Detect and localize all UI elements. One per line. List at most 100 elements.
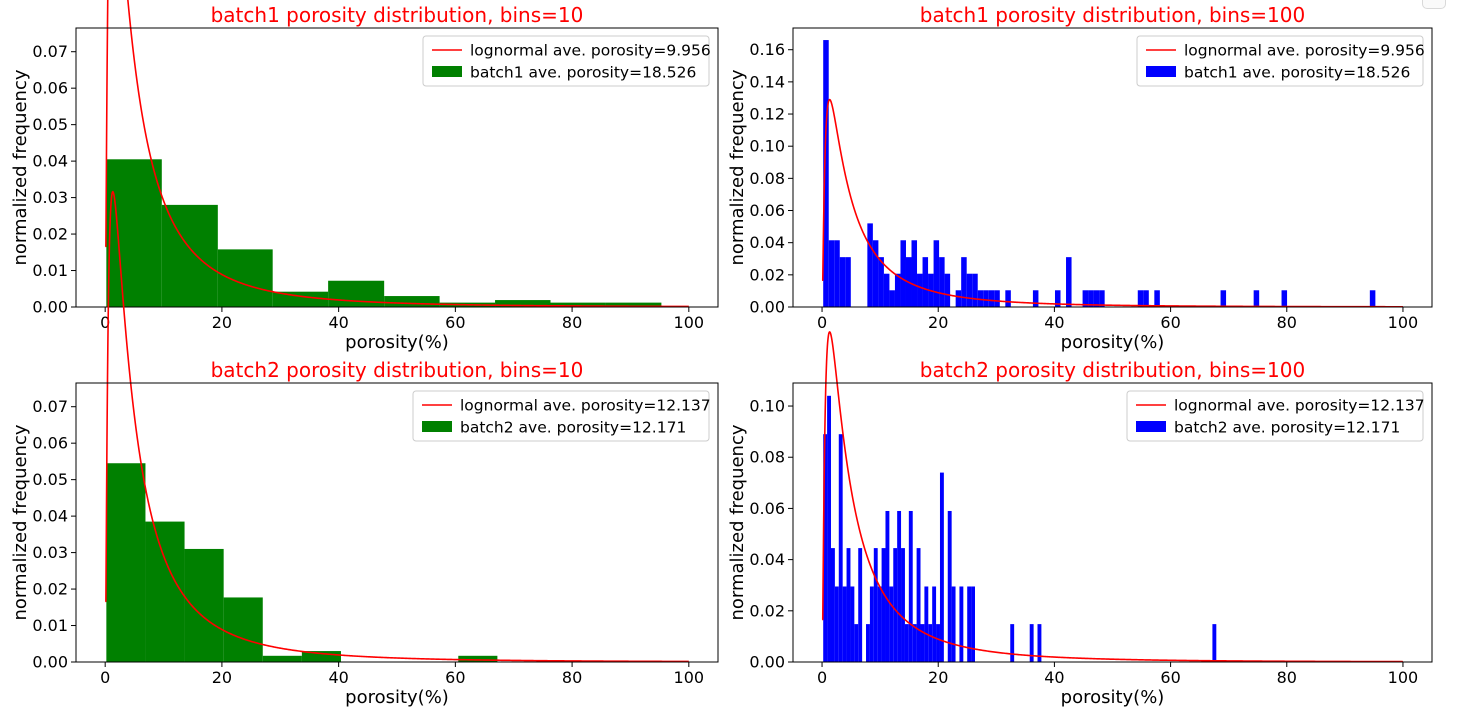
legend-bar-swatch <box>432 66 462 77</box>
y-tick-label: 0.03 <box>32 188 68 207</box>
y-tick-label: 0.07 <box>32 397 68 416</box>
histogram-bar <box>897 510 902 662</box>
x-tick-label: 80 <box>562 313 582 332</box>
histogram-bar <box>272 291 329 307</box>
axes-frame <box>792 27 1433 308</box>
histogram-bar <box>983 290 989 307</box>
y-tick-label: 0.06 <box>749 201 785 220</box>
histogram-bar <box>924 586 929 662</box>
histogram-bars <box>823 395 1217 662</box>
histogram-bar <box>550 302 606 307</box>
histogram-bar <box>106 463 146 662</box>
histogram-bar <box>967 586 972 662</box>
histogram-bar <box>1010 624 1015 662</box>
histogram-bar <box>1005 290 1011 307</box>
lognormal-curve <box>104 0 689 308</box>
legend-entry-lognormal: lognormal ave. porosity=9.956 <box>1184 42 1425 60</box>
histogram-bar <box>1220 290 1227 307</box>
legend-bar-swatch <box>422 421 452 432</box>
legend-bar-swatch <box>1146 66 1176 77</box>
x-tick-label: 80 <box>562 668 582 687</box>
histogram-bar <box>1037 624 1042 662</box>
chart-title: batch2 porosity distribution, bins=100 <box>920 358 1305 382</box>
histogram-bar <box>846 548 851 662</box>
histogram-bar <box>184 548 224 662</box>
histogram-bar <box>1093 290 1100 307</box>
y-tick-label: 0.08 <box>749 448 785 467</box>
histogram-bar <box>854 624 859 662</box>
y-tick-label: 0.04 <box>32 507 68 526</box>
histogram-bar <box>1369 290 1376 307</box>
x-tick-label: 20 <box>928 668 948 687</box>
y-tick-label: 0.04 <box>749 233 785 252</box>
histogram-bar <box>939 257 945 307</box>
legend-bar-swatch <box>1136 421 1166 432</box>
legend-box <box>1126 390 1424 442</box>
y-axis-label: normalized frequency <box>10 69 31 265</box>
y-tick-label: 0.01 <box>32 261 68 280</box>
y-tick-label: 0.10 <box>749 137 785 156</box>
histogram-bar <box>994 290 1000 307</box>
y-tick-label: 0.08 <box>749 169 785 188</box>
histogram-bar <box>961 257 967 307</box>
x-tick-label: 0 <box>100 668 110 687</box>
x-tick-label: 0 <box>100 313 110 332</box>
histogram-bar <box>384 296 440 307</box>
histogram-bar <box>839 257 846 307</box>
histogram-bar <box>161 204 218 307</box>
y-tick-label: 0.14 <box>749 72 785 91</box>
histogram-bar <box>834 586 839 662</box>
histogram-bar <box>878 257 884 307</box>
histogram-bar <box>928 624 933 662</box>
histogram-bar <box>988 290 995 307</box>
lognormal-curve <box>821 98 1403 308</box>
histogram-bar <box>828 240 835 307</box>
x-axis-label: porosity(%) <box>1061 332 1165 353</box>
histogram-bar <box>1154 290 1160 307</box>
histogram-bar <box>145 521 185 662</box>
histogram-bar <box>894 273 901 307</box>
legend: lognormal ave. porosity=12.137 batch2 ave… <box>1126 390 1425 442</box>
axes-frame <box>75 382 719 663</box>
histogram-bar <box>933 240 940 307</box>
histogram-bar <box>872 240 879 307</box>
histogram-bar <box>1032 290 1039 307</box>
y-tick-label: 0.05 <box>32 470 68 489</box>
chart-panel-3: batch2 porosity distribution, bins=10 0 20… <box>10 190 719 708</box>
histogram-bar <box>901 548 905 662</box>
legend-entry-lognormal: lognormal ave. porosity=9.956 <box>470 42 711 60</box>
histogram-bar <box>972 273 978 307</box>
chart-title: batch2 porosity distribution, bins=10 <box>211 358 584 382</box>
histogram-bar <box>217 249 273 307</box>
histogram-bar <box>889 586 894 662</box>
histogram-bar <box>1281 290 1288 307</box>
histogram-bar <box>827 395 831 662</box>
histogram-bar <box>869 586 874 662</box>
lognormal-curve <box>821 330 1403 663</box>
histogram-bar <box>106 159 162 307</box>
x-axis-label: porosity(%) <box>1061 687 1165 708</box>
legend: lognormal ave. porosity=9.956 batch1 ave.… <box>1136 35 1425 87</box>
x-tick-label: 40 <box>1044 313 1064 332</box>
histogram-bar <box>911 240 918 307</box>
histogram-bars <box>106 159 662 307</box>
histogram-bar <box>1253 290 1260 307</box>
histogram-bar <box>955 290 962 307</box>
histogram-bars <box>106 463 498 662</box>
histogram-bar <box>922 257 929 307</box>
histogram-bar <box>966 273 973 307</box>
x-tick-label: 20 <box>928 313 948 332</box>
histogram-bar <box>977 290 984 307</box>
histogram-bar <box>823 40 829 308</box>
histogram-bar <box>301 651 341 662</box>
histogram-bar <box>959 586 964 662</box>
histogram-bar <box>916 548 921 662</box>
histogram-bar <box>1143 290 1149 307</box>
corner-button[interactable] <box>1422 0 1446 9</box>
histogram-bar <box>939 472 944 662</box>
legend-box <box>412 390 710 442</box>
lognormal-curve <box>104 190 689 663</box>
histogram-bar <box>834 240 840 307</box>
y-tick-label: 0.04 <box>749 550 785 569</box>
y-tick-label: 0.02 <box>749 601 785 620</box>
